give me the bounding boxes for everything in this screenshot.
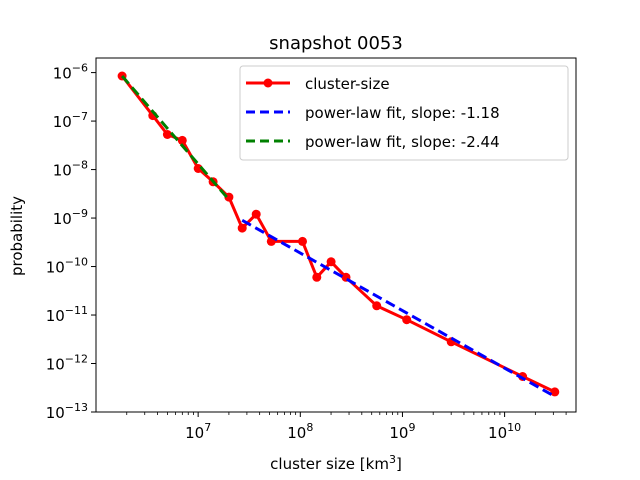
legend-label-cluster-size: cluster-size — [305, 75, 390, 93]
y-tick-label: 10−13 — [46, 401, 88, 422]
legend-label-fit-2: power-law fit, slope: -2.44 — [305, 133, 500, 151]
x-tick-label: 109 — [389, 421, 415, 442]
legend-label-fit-1: power-law fit, slope: -1.18 — [305, 104, 500, 122]
x-axis: 107 108 109 1010 — [126, 412, 567, 442]
data-point — [372, 301, 382, 311]
data-point — [193, 164, 203, 173]
plot-frame — [95, 57, 577, 413]
legend: cluster-size power-law fit, slope: -1.18… — [239, 65, 569, 161]
series-line-2 — [120, 75, 231, 201]
data-point — [312, 272, 322, 282]
data-point — [251, 209, 261, 219]
legend-box — [239, 65, 569, 161]
x-axis-label: cluster size [km3] — [270, 453, 402, 473]
data-point — [326, 257, 336, 267]
x-tick-label: 107 — [185, 421, 211, 442]
legend-marker-cluster-size — [263, 78, 273, 88]
y-tick-label: 10−10 — [46, 256, 88, 277]
data-point — [162, 130, 172, 139]
series-line-1 — [241, 218, 556, 398]
x-tick-label: 1010 — [488, 421, 521, 442]
x-tick-label: 108 — [287, 421, 313, 442]
series-layer — [117, 71, 560, 398]
data-point — [550, 387, 560, 397]
y-tick-label: 10−9 — [53, 207, 88, 228]
data-point — [298, 236, 307, 246]
y-axis: 10−6 10−7 10−8 10−9 10−10 10−11 10−12 10−13 — [46, 62, 96, 422]
y-tick-label: 10−11 — [46, 304, 88, 325]
y-axis-label: probability — [8, 196, 26, 276]
y-tick-label: 10−8 — [53, 159, 88, 180]
y-tick-label: 10−12 — [46, 353, 88, 374]
y-tick-label: 10−7 — [53, 110, 88, 131]
data-point — [237, 223, 247, 233]
data-point — [402, 315, 412, 325]
y-tick-label: 10−6 — [53, 62, 88, 83]
chart-title: snapshot 0053 — [269, 33, 403, 54]
data-point — [177, 135, 187, 145]
